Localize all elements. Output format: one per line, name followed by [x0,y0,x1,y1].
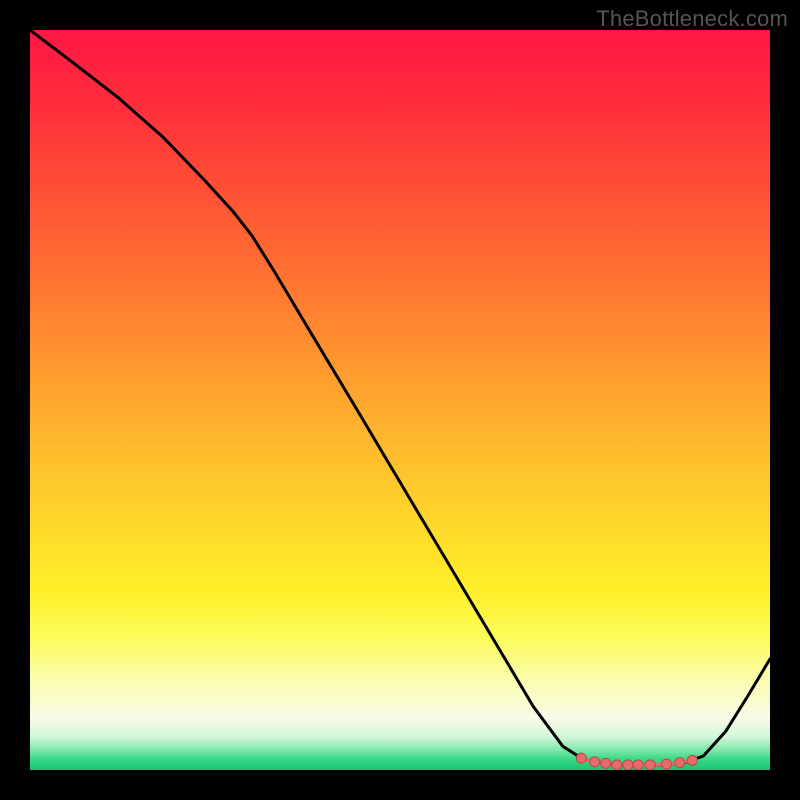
data-point-marker [633,760,643,770]
data-point-marker [623,760,633,770]
data-point-marker [645,760,655,770]
data-point-marker [661,759,671,769]
data-point-marker [601,758,611,768]
watermark-text: TheBottleneck.com [596,6,788,32]
data-point-marker [590,757,600,767]
data-point-marker [687,755,697,765]
data-point-marker [576,753,586,763]
chart-svg [30,30,770,770]
data-point-marker [675,758,685,768]
data-point-marker [612,760,622,770]
plot-area [30,30,770,770]
chart-container: TheBottleneck.com [0,0,800,800]
gradient-background [30,30,770,770]
